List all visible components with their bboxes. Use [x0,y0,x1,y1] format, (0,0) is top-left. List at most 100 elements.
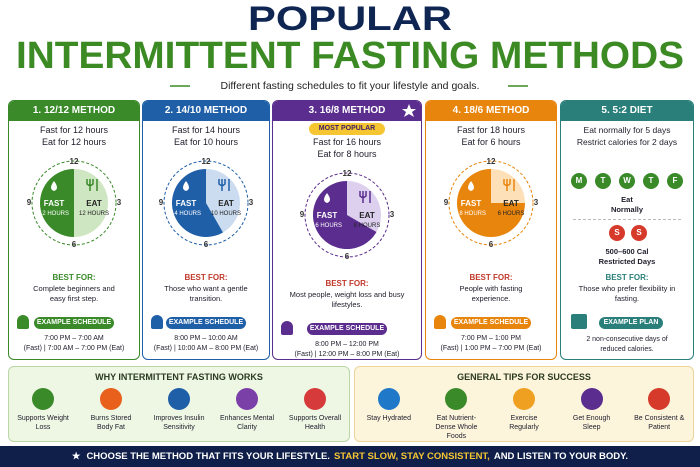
clock-number: 6 [204,240,209,249]
person-icon [17,315,29,329]
drop-icon [51,181,57,191]
best-for-label: BEST FOR: [325,279,369,288]
method-card: 3. 16/8 METHOD MOST POPULAR Fast for 16 ho… [272,100,422,360]
tips-item: Get Enough Sleep [572,415,611,431]
method-card: 4. 18/6 METHOD Fast for 18 hours Eat for 6… [425,100,557,360]
drop-icon [468,181,474,191]
schedule-label: EXAMPLE SCHEDULE [307,323,387,335]
clock-number: 3 [534,198,539,207]
schedule-line: (Fast) | 10:00 AM – 8:00 PM (Eat) [153,345,259,352]
drop-icon [183,181,189,191]
method-line: Eat for 6 hours [461,137,521,147]
restricted-label: 500–600 Cal Restricted Days [598,247,656,266]
restricted-day: S [631,225,647,241]
normal-label: Eat Normally [610,195,644,214]
method-line: Eat for 10 hours [173,137,239,147]
normal-day: M [571,173,587,189]
eat-hours: 12 HOURS [79,211,109,217]
fast-area [40,169,74,237]
best-for-label: BEST FOR: [605,273,649,282]
cutlery-icon [218,179,230,191]
why-item: Improves Insulin Sensitivity [153,415,205,431]
best-for-label: BEST FOR: [469,273,513,282]
schedule-label: EXAMPLE SCHEDULE [34,317,114,329]
title-line1: POPULAR [248,0,452,38]
clock-ring [31,160,117,246]
schedule-label: EXAMPLE SCHEDULE [166,317,246,329]
card-header: 1. 12/12 METHOD [9,101,139,121]
restricted-day: S [609,225,625,241]
plan: 2 non-consecutive days of reduced calori… [586,336,668,353]
schedule-label: EXAMPLE SCHEDULE [451,317,531,329]
method-line: Eat for 12 hours [41,137,107,147]
divider [573,219,681,220]
clock: 12 3 6 9 FAST 16 HOURS EAT 8 HOURS [300,169,395,261]
best-for-label: BEST FOR: [184,273,228,282]
schedule-line: (Fast) | 1:00 PM – 7:00 PM (Eat) [440,345,542,352]
method-card: 1. 12/12 METHOD Fast for 12 hours Eat for … [8,100,140,360]
star-icon [402,104,416,117]
fast-label: FAST [317,211,338,220]
why-icon [304,388,326,410]
tips-icon [377,388,400,410]
clock-number: 12 [70,157,79,166]
header: POPULAR INTERMITTENT FASTING METHODS Dif… [16,0,684,92]
plan-label: EXAMPLE PLAN [599,317,663,329]
clock-number: 9 [300,210,305,219]
method-line: Fast for 14 hours [171,125,241,135]
fast-area [457,169,525,237]
footer-star: ★ [71,451,81,462]
clock-number: 3 [390,210,395,219]
clock-ring [448,160,534,246]
subtitle: Different fasting schedules to fit your … [221,80,480,92]
eat-label: EAT [503,199,519,208]
clock: 12 3 6 9 FAST 14 HOURS EAT 10 HOURS [159,157,254,249]
tips-item: Exercise Regularly [509,415,539,431]
tips-icon [580,388,603,410]
fast-hours: 14 HOURS [171,211,201,217]
tips-panel: GENERAL TIPS FOR SUCCESS Stay Hydrated Eat… [354,366,694,442]
clock-number: 9 [27,198,32,207]
schedule-line: (Fast) | 7:00 AM – 7:00 PM (Eat) [23,345,125,352]
card-header: 5. 5:2 DIET [561,101,693,121]
normal-day: F [667,173,683,189]
why-icon [236,388,258,410]
normal-day: W [619,173,635,189]
title-line2: INTERMITTENT FASTING METHODS [16,35,684,77]
fast-hours: 18 HOURS [456,211,486,217]
best-for: People with fasting experience. [459,284,523,303]
why-icon [100,388,122,410]
best-for: Complete beginners and easy first step. [33,284,115,303]
why-title: WHY INTERMITTENT FASTING WORKS [95,372,263,382]
tips-icon [648,388,671,410]
tips-title: GENERAL TIPS FOR SUCCESS [457,372,591,382]
best-for: Those who want a gentle transition. [164,284,248,303]
schedule-line: (Fast) | 12:00 PM – 8:00 PM (Eat) [294,351,400,358]
diet-card: 5. 5:2 DIET Eat normally for 5 days Restri… [560,100,694,360]
why-item: Burns Stored Body Fat [90,415,132,431]
method-line: Fast for 16 hours [312,137,382,147]
person-icon [281,321,293,335]
clock-number: 9 [159,198,164,207]
why-item: Enhances Mental Clarity [219,415,275,431]
eat-hours: 10 HOURS [211,211,241,217]
footer: ★ CHOOSE THE METHOD THAT FITS YOUR LIFEST… [0,446,700,467]
why-item: Supports Weight Loss [17,415,69,431]
best-for-label: BEST FOR: [52,273,96,282]
eat-label: EAT [218,199,234,208]
fast-hours: 12 HOURS [39,211,69,217]
best-for: Most people, weight loss and busy lifest… [289,290,405,309]
why-icon [168,388,190,410]
schedule-line: 7:00 PM – 7:00 AM [44,335,104,342]
star [402,104,416,117]
cutlery-icon [359,191,371,203]
tips-icon [445,388,468,410]
clock-number: 6 [72,240,77,249]
tips-icon [513,388,535,410]
tips-item: Stay Hydrated [366,415,411,422]
clock-number: 3 [117,198,122,207]
eat-label: EAT [86,199,102,208]
clock-number: 9 [444,198,449,207]
footer-part1: CHOOSE THE METHOD THAT FITS YOUR LIFESTY… [86,451,330,462]
